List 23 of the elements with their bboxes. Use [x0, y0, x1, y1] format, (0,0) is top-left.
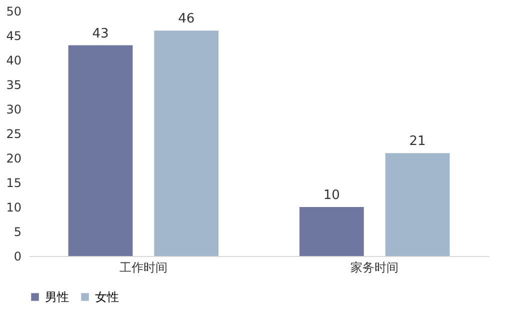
y-tick-label: 10 — [6, 200, 22, 214]
y-tick-label: 25 — [6, 127, 22, 141]
data-label: 21 — [409, 134, 426, 150]
y-tick-label: 5 — [14, 225, 22, 239]
data-label: 46 — [178, 12, 195, 27]
data-label: 10 — [323, 188, 340, 203]
legend-label: 男性 — [45, 290, 69, 304]
bar — [385, 153, 450, 256]
data-label: 43 — [92, 26, 109, 42]
y-tick-label: 45 — [6, 29, 22, 43]
x-tick-label: 工作时间 — [119, 260, 168, 274]
y-tick-label: 30 — [6, 102, 22, 116]
x-tick-label: 家务时间 — [350, 260, 399, 274]
y-tick-label: 15 — [6, 176, 22, 190]
y-tick-label: 20 — [6, 152, 22, 166]
y-tick-label: 50 — [6, 4, 22, 18]
bar — [154, 30, 219, 256]
y-tick-label: 0 — [14, 250, 22, 264]
bar — [68, 45, 133, 256]
y-tick-label: 40 — [6, 54, 22, 68]
bar — [299, 207, 364, 256]
legend-label: 女性 — [95, 290, 119, 304]
y-tick-label: 35 — [6, 78, 22, 92]
